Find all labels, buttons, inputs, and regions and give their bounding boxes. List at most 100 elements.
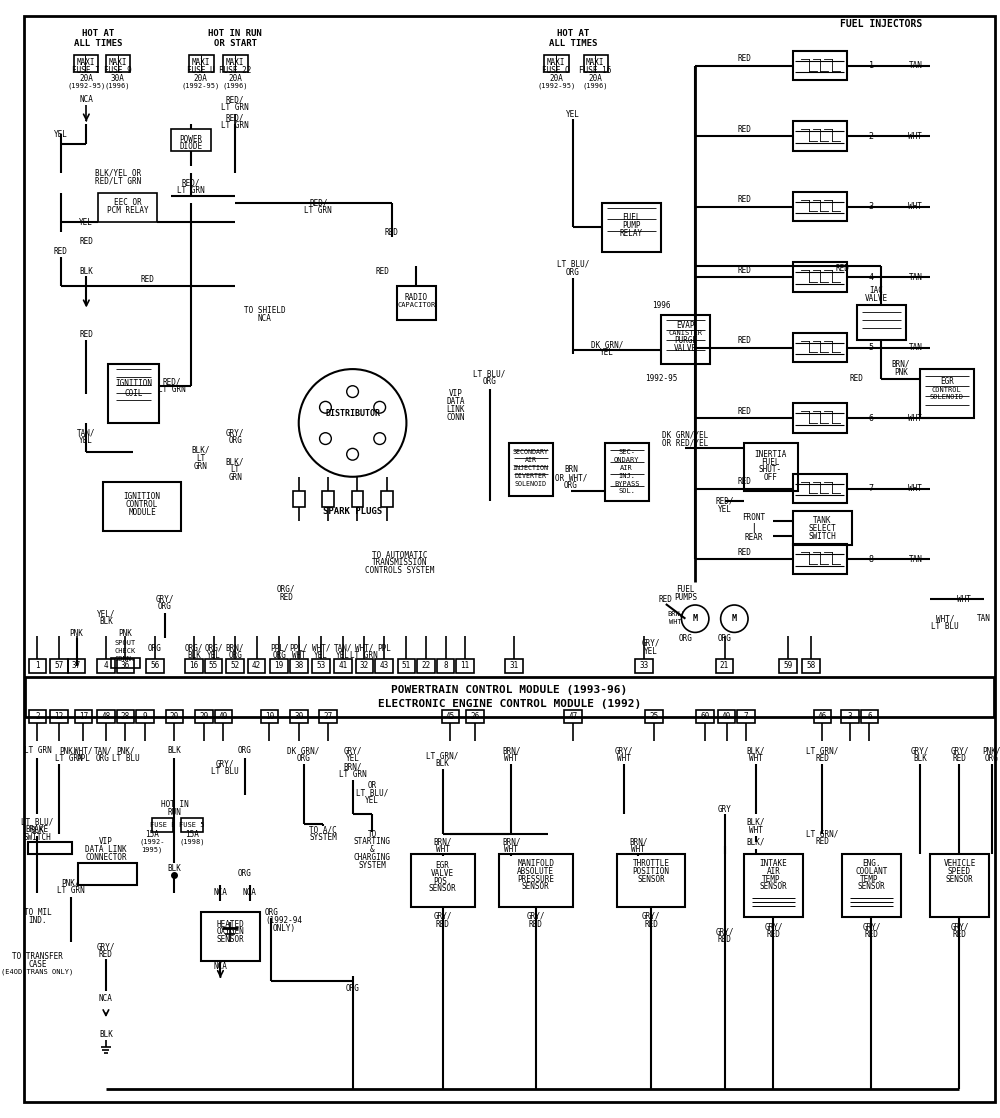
Text: 45: 45 (446, 712, 455, 721)
Text: PNK: PNK (119, 629, 132, 638)
Text: 1: 1 (869, 61, 874, 70)
Text: LINK: LINK (446, 405, 465, 414)
Text: 20A: 20A (549, 74, 563, 83)
Text: 3: 3 (848, 712, 852, 721)
Text: ORG: ORG (272, 652, 286, 661)
Text: PNK/: PNK/ (983, 747, 1000, 756)
Bar (920, 369, 974, 418)
Text: SENSOR: SENSOR (429, 884, 457, 893)
Text: RED: RED (718, 936, 731, 945)
Text: 59: 59 (784, 661, 793, 670)
Text: BLK: BLK (187, 652, 201, 661)
Text: WHT/: WHT/ (355, 644, 374, 653)
Text: 29: 29 (199, 712, 208, 721)
Bar (793, 122, 847, 151)
Text: 15A: 15A (185, 830, 199, 838)
Text: PPL/: PPL/ (289, 644, 308, 653)
Text: OR: OR (368, 780, 377, 789)
Text: ORG: ORG (483, 377, 497, 387)
Text: BRN: BRN (564, 465, 578, 474)
Text: PNK/: PNK/ (61, 879, 80, 888)
Text: 60: 60 (700, 712, 710, 721)
Text: 40: 40 (722, 712, 731, 721)
Bar (793, 474, 847, 503)
Text: RUN: RUN (167, 808, 181, 817)
Text: |: | (751, 522, 757, 533)
Text: RELAY: RELAY (620, 228, 643, 237)
Text: FUSE 16: FUSE 16 (579, 66, 612, 75)
Text: WHT/: WHT/ (936, 614, 954, 623)
Text: LT GRN: LT GRN (304, 206, 332, 215)
Text: ENG.: ENG. (862, 859, 881, 868)
Text: GRY/: GRY/ (950, 922, 969, 931)
Text: BLK: BLK (99, 1030, 113, 1040)
Bar (29, 710, 46, 723)
Text: SWITCH: SWITCH (809, 532, 836, 541)
Text: WHT: WHT (436, 845, 450, 854)
Text: CASE: CASE (28, 959, 47, 969)
Text: TO SHIELD: TO SHIELD (244, 306, 285, 315)
Bar (411, 854, 475, 908)
Text: SHUT-: SHUT- (759, 465, 782, 474)
Bar (106, 55, 130, 73)
Bar (802, 659, 820, 673)
Text: RED: RED (953, 930, 966, 939)
Text: YEL: YEL (54, 130, 68, 139)
Text: TEMP.: TEMP. (860, 874, 883, 883)
Text: FUEL: FUEL (622, 212, 641, 221)
Text: OR RED/YEL: OR RED/YEL (662, 438, 709, 447)
Text: TO TRANSFER: TO TRANSFER (12, 951, 63, 961)
Text: FUSE E: FUSE E (150, 822, 175, 828)
Text: OXYGEN: OXYGEN (216, 928, 244, 937)
Text: RED: RED (864, 930, 878, 939)
Text: NCA: NCA (213, 961, 227, 970)
Text: MAXI: MAXI (226, 58, 244, 67)
Bar (716, 659, 733, 673)
Text: SPEED: SPEED (948, 866, 971, 875)
Text: RED: RED (54, 247, 68, 256)
Text: 37: 37 (72, 661, 81, 670)
Text: 36: 36 (121, 661, 130, 670)
Bar (793, 192, 847, 221)
Text: RADIO: RADIO (405, 293, 428, 302)
Text: DK GRN/: DK GRN/ (591, 340, 623, 349)
Text: TAN: TAN (908, 555, 922, 563)
Text: 22: 22 (421, 661, 431, 670)
Bar (793, 263, 847, 292)
Text: SENSOR: SENSOR (760, 882, 787, 891)
Text: 27: 27 (323, 712, 333, 721)
Bar (442, 710, 459, 723)
Text: TAN: TAN (977, 614, 991, 623)
Text: COOLANT: COOLANT (855, 866, 888, 875)
Text: 30A: 30A (111, 74, 125, 83)
Text: MAXI: MAXI (547, 58, 565, 67)
Text: 51: 51 (402, 661, 411, 670)
Text: MANIFOLD: MANIFOLD (517, 859, 554, 868)
Text: RED/LT GRN: RED/LT GRN (95, 177, 141, 186)
Text: SPARK PLUGS: SPARK PLUGS (323, 506, 382, 515)
Text: OFF: OFF (764, 473, 777, 482)
Text: WHT/: WHT/ (312, 644, 331, 653)
Text: PPL: PPL (76, 755, 90, 764)
Text: GRY: GRY (718, 805, 731, 814)
Text: RED: RED (140, 275, 154, 284)
Text: WHT: WHT (631, 845, 645, 854)
Bar (181, 818, 203, 832)
Bar (117, 659, 134, 673)
Bar (103, 482, 181, 531)
Text: 55: 55 (209, 661, 218, 670)
Text: BLK: BLK (436, 759, 450, 768)
Text: SYSTEM: SYSTEM (358, 861, 386, 870)
Text: 1995): 1995) (141, 846, 163, 853)
Bar (223, 55, 248, 73)
Text: LT GRN: LT GRN (57, 887, 85, 896)
Text: BLK: BLK (79, 267, 93, 276)
Bar (375, 659, 393, 673)
Text: RED: RED (279, 593, 293, 601)
Text: BRN/: BRN/ (433, 837, 452, 846)
Text: 21: 21 (720, 661, 729, 670)
Bar (398, 659, 415, 673)
Text: (1992-94: (1992-94 (266, 916, 303, 925)
Text: DK GRN/YEL: DK GRN/YEL (662, 430, 709, 439)
Text: LT GRN: LT GRN (221, 103, 249, 112)
